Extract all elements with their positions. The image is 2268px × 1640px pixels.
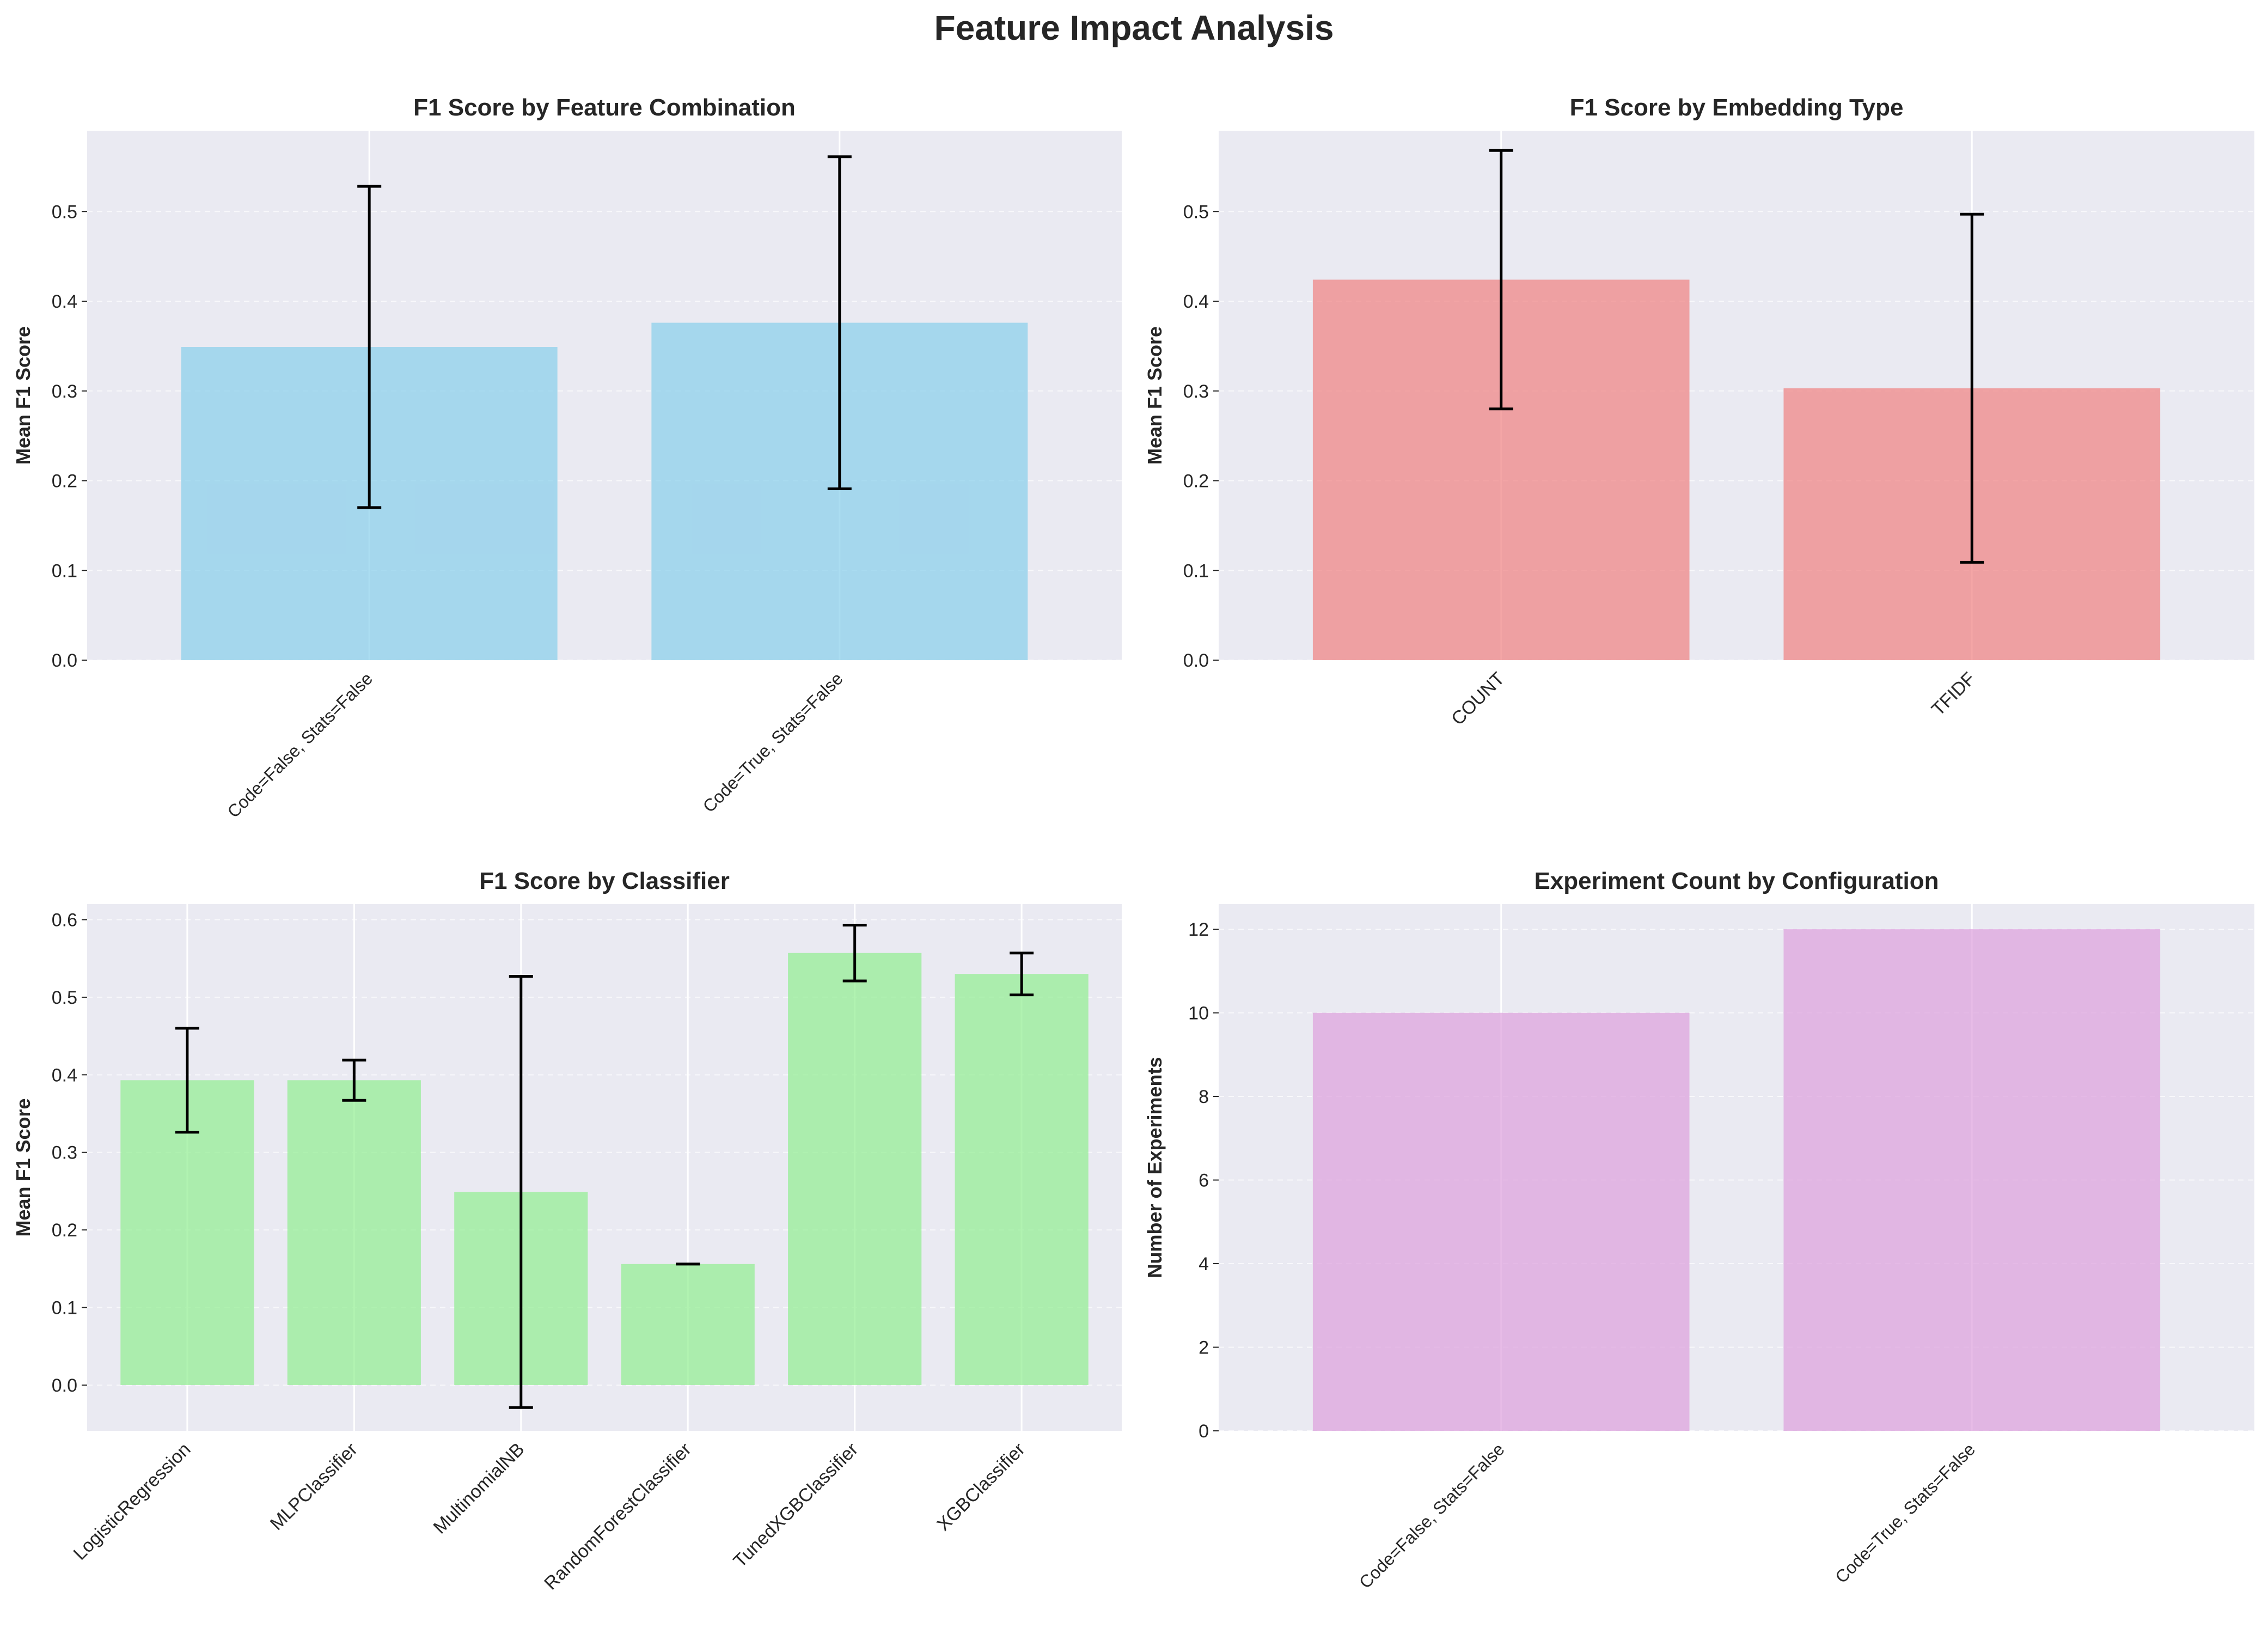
chart-panel-2: 0.0 0.1 0.2 0.3 0.4 0.5 COUNT TFIDF F1 Score by … (1144, 94, 2254, 729)
error-bar (509, 974, 533, 1409)
y-tick-label: 4 (1199, 1254, 1209, 1275)
y-tick-label: 0.1 (52, 1298, 77, 1319)
y-axis-label: Mean F1 Score (12, 1098, 34, 1236)
error-bar (175, 1027, 199, 1134)
figure-title: Feature Impact Analysis (934, 8, 1334, 47)
chart-panel-4: 0 2 4 6 8 10 12 Code=False, Stats=False Code=Tru… (1144, 868, 2254, 1592)
x-tick-label: RandomForestClassifier (540, 1439, 695, 1594)
y-tick-label: 6 (1199, 1170, 1209, 1191)
y-tick-label: 0.1 (52, 560, 77, 581)
y-tick-label: 0.5 (1183, 202, 1209, 222)
y-tick-label: 12 (1188, 919, 1209, 940)
y-axis-label: Mean F1 Score (12, 326, 34, 465)
bar (955, 974, 1089, 1385)
x-tick-label: Code=False, Stats=False (1355, 1439, 1508, 1592)
y-tick-label: 2 (1199, 1338, 1209, 1358)
chart-title: F1 Score by Classifier (479, 868, 730, 894)
y-tick-label: 0 (1199, 1421, 1209, 1442)
bar (1783, 929, 2161, 1431)
y-tick-label: 0.5 (52, 202, 77, 222)
y-axis-label: Mean F1 Score (1144, 326, 1166, 465)
error-bar (1010, 952, 1034, 997)
y-tick-label: 0.3 (52, 1143, 77, 1163)
chart-title: F1 Score by Embedding Type (1570, 94, 1904, 121)
y-tick-label: 0.4 (52, 291, 77, 312)
y-tick-label: 0.3 (1183, 381, 1209, 402)
x-tick-label: TFIDF (1928, 668, 1979, 720)
bar (1312, 1013, 1690, 1431)
x-tick-label: LogisticRegression (70, 1439, 195, 1564)
x-tick-label: XGBClassifier (933, 1439, 1029, 1535)
y-tick-label: 10 (1188, 1003, 1209, 1024)
y-tick-label: 8 (1199, 1087, 1209, 1107)
y-tick-label: 0.3 (52, 381, 77, 402)
error-bar (827, 155, 852, 490)
error-bar (842, 923, 867, 983)
x-tick-label: Code=True, Stats=False (1831, 1439, 1979, 1587)
chart-panel-3: 0.0 0.1 0.2 0.3 0.4 0.5 0.6 LogisticRegression M… (12, 868, 1122, 1594)
y-tick-label: 0.0 (52, 650, 77, 671)
bar (788, 953, 922, 1385)
error-bar (1489, 149, 1513, 411)
error-bar (342, 1058, 366, 1102)
y-tick-label: 0.2 (52, 471, 77, 492)
plot-area (87, 904, 1122, 1431)
bar (621, 1264, 755, 1385)
chart-panel-1: 0.0 0.1 0.2 0.3 0.4 0.5 Code=False, Stats=Fals… (12, 94, 1122, 821)
bar (287, 1080, 421, 1385)
y-tick-label: 0.1 (1183, 560, 1209, 581)
y-tick-label: 0.6 (52, 910, 77, 930)
chart-title: Experiment Count by Configuration (1534, 868, 1939, 894)
y-tick-label: 0.2 (1183, 471, 1209, 492)
chart-title: F1 Score by Feature Combination (413, 94, 796, 121)
y-tick-label: 0.0 (1183, 650, 1209, 671)
x-tick-label: MultinomialNB (430, 1439, 529, 1538)
y-tick-label: 0.5 (52, 987, 77, 1008)
x-tick-label: Code=True, Stats=False (699, 668, 847, 816)
x-tick-label: MLPClassifier (266, 1439, 362, 1534)
y-tick-label: 0.4 (1183, 291, 1209, 312)
y-tick-label: 0.0 (52, 1375, 77, 1396)
error-bar (1960, 212, 1984, 564)
x-tick-label: COUNT (1447, 668, 1508, 729)
y-axis-label: Number of Experiments (1144, 1057, 1166, 1278)
error-bar (357, 185, 382, 509)
y-tick-label: 0.2 (52, 1220, 77, 1241)
x-tick-label: Code=False, Stats=False (223, 668, 376, 821)
y-tick-label: 0.4 (52, 1065, 77, 1086)
x-tick-label: TunedXGBClassifier (730, 1439, 863, 1572)
